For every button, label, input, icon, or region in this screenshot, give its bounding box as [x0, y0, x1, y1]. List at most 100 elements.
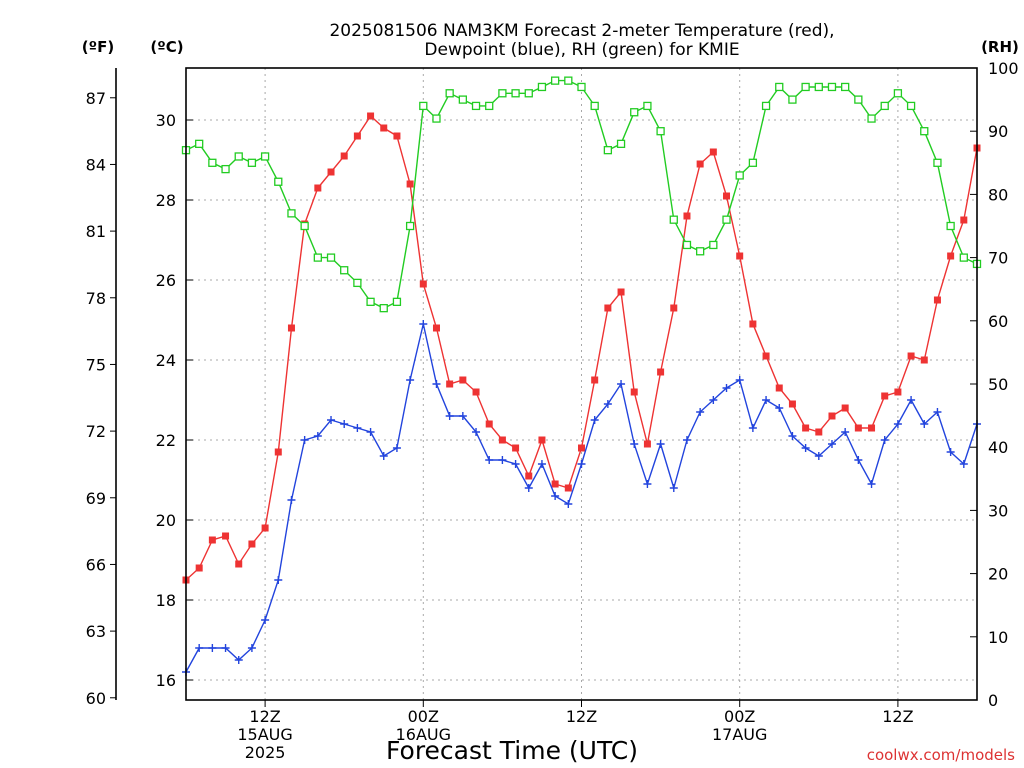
- dewpoint-point: [630, 440, 639, 448]
- fahrenheit-tick-label: 87: [86, 89, 106, 108]
- fahrenheit-tick-label: 69: [86, 489, 106, 508]
- temperature-point: [367, 112, 375, 120]
- temperature-point: [578, 444, 585, 452]
- rh-point: [788, 95, 797, 104]
- dewpoint-point: [419, 320, 428, 328]
- rh-point: [880, 101, 889, 111]
- rh-point: [260, 152, 270, 161]
- dewpoint-point: [247, 644, 256, 652]
- temperature-point: [406, 180, 414, 188]
- dewpoint-point: [511, 460, 520, 468]
- temperature-point: [512, 444, 520, 452]
- dewpoint-point: [498, 456, 507, 464]
- dewpoint-point: [564, 500, 573, 508]
- x-tick-label: 2025: [245, 743, 286, 762]
- rh-axis-label: (RH): [981, 38, 1019, 56]
- rh-point: [326, 253, 336, 262]
- rh-point: [630, 108, 639, 117]
- dewpoint-point: [748, 424, 757, 432]
- dewpoint-point: [801, 444, 810, 452]
- temperature-line: [185, 114, 978, 581]
- dewpoint-point: [458, 412, 467, 420]
- dewpoint-point: [313, 432, 322, 440]
- dewpoint-point: [907, 396, 916, 404]
- temperature-point: [709, 148, 717, 156]
- rh-point: [867, 114, 876, 123]
- rh-point: [432, 114, 441, 123]
- rh-point: [445, 89, 454, 98]
- temperature-point: [617, 288, 625, 296]
- x-tick-label: 00Z: [724, 707, 755, 726]
- dewpoint-point: [880, 436, 889, 444]
- dewpoint-point: [406, 376, 415, 384]
- fahrenheit-tick-label: 72: [86, 422, 106, 441]
- fahrenheit-tick-label: 75: [86, 355, 106, 374]
- dewpoint-point: [841, 428, 850, 436]
- temperature-point: [208, 536, 216, 544]
- temperature-point: [643, 440, 651, 448]
- dewpoint-point: [472, 428, 481, 436]
- rh-point: [603, 146, 613, 155]
- temperature-point: [195, 564, 203, 572]
- temperature-point: [788, 400, 796, 408]
- temperature-point: [828, 412, 836, 420]
- rh-point: [735, 171, 744, 180]
- rh-point: [511, 89, 520, 98]
- dewpoint-point: [643, 480, 652, 488]
- x-tick-label: 00Z: [408, 707, 439, 726]
- dewpoint-point: [867, 480, 876, 488]
- rh-point: [616, 139, 626, 148]
- celsius-axis-label: (ºC): [150, 38, 183, 56]
- dewpoint-point: [735, 376, 744, 384]
- rh-point: [946, 221, 955, 231]
- dewpoint-point: [617, 380, 626, 388]
- rh-point: [564, 76, 573, 85]
- rh-point: [893, 89, 903, 98]
- rh-tick-label: 50: [988, 375, 1008, 394]
- temperature-point: [498, 436, 506, 444]
- fahrenheit-axis-label: (ºF): [82, 38, 114, 56]
- rh-point: [854, 95, 863, 104]
- rh-point: [643, 101, 652, 111]
- rh-series: [181, 76, 982, 313]
- dewpoint-point: [788, 432, 797, 440]
- temperature-point: [538, 436, 546, 444]
- dewpoint-point: [208, 644, 217, 652]
- dewpoint-point: [722, 384, 731, 392]
- rh-point: [550, 76, 560, 85]
- dewpoint-point: [485, 456, 494, 464]
- temperature-point: [314, 184, 322, 192]
- fahrenheit-tick-label: 60: [86, 689, 106, 708]
- temperature-point: [564, 484, 572, 492]
- rh-point: [696, 247, 705, 256]
- rh-point: [722, 215, 731, 224]
- x-tick-label: 12Z: [249, 707, 280, 726]
- rh-point: [419, 101, 428, 111]
- gridlines: [186, 68, 977, 700]
- temperature-point: [920, 356, 928, 364]
- temperature-point: [630, 388, 638, 396]
- rh-point: [801, 82, 810, 92]
- rh-point: [300, 221, 309, 231]
- x-axis-title: Forecast Time (UTC): [386, 736, 638, 765]
- temperature-point: [380, 124, 388, 132]
- rh-point: [405, 221, 415, 231]
- rh-point: [313, 253, 322, 262]
- dewpoint-point: [353, 424, 362, 432]
- dewpoint-point: [577, 460, 586, 468]
- fahrenheit-tick-label: 66: [86, 555, 106, 574]
- celsius-tick-label: 18: [156, 591, 176, 610]
- celsius-tick-label: 26: [156, 271, 176, 290]
- temperature-point: [459, 376, 467, 384]
- rh-point: [353, 278, 362, 288]
- dewpoint-point: [432, 380, 441, 388]
- rh-point: [471, 101, 481, 111]
- celsius-tick-label: 22: [156, 431, 176, 450]
- dewpoint-point: [445, 412, 454, 420]
- temperature-point: [841, 404, 849, 412]
- temperature-point: [261, 524, 269, 532]
- temperature-point: [340, 152, 348, 160]
- x-tick-label: 17AUG: [712, 725, 767, 744]
- fahrenheit-tick-label: 81: [86, 222, 106, 241]
- celsius-tick-label: 24: [156, 351, 176, 370]
